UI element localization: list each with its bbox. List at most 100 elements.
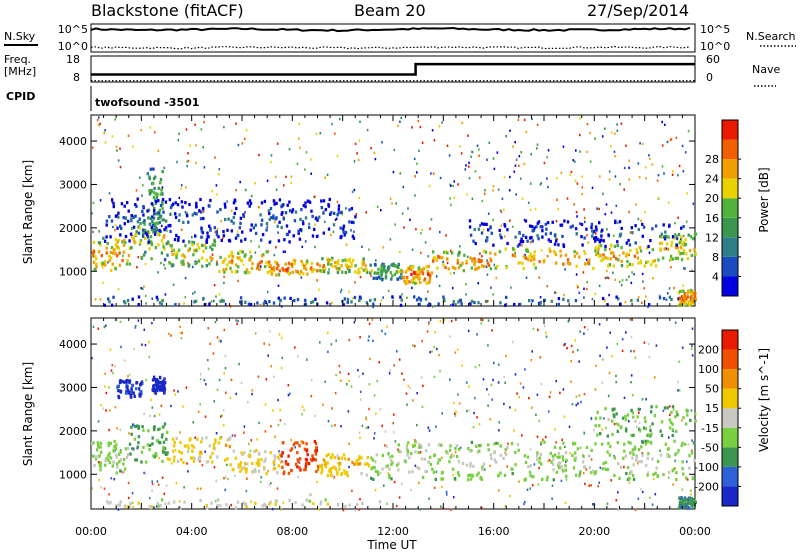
velocity-cell-6 [373, 465, 376, 470]
velocity-cell-1 [147, 429, 150, 433]
power-bar-seg-4 [722, 198, 738, 218]
velocity-cell-6 [416, 466, 419, 470]
velocity-speckle [476, 416, 478, 419]
velocity-cell-5 [342, 453, 346, 457]
power-bar-label-2: 12 [705, 231, 719, 244]
power-cell-12 [147, 208, 151, 212]
velocity-cell-6 [629, 451, 632, 455]
power-speckle [505, 135, 507, 138]
power-cell-14 [304, 216, 308, 220]
velocity-speckle [128, 432, 130, 435]
velocity-cell-5 [326, 461, 329, 465]
power-cell-9 [583, 251, 587, 255]
velocity-speckle [243, 425, 246, 428]
power-cell-10 [651, 248, 655, 252]
power-speckle [628, 253, 630, 257]
velocity-speckle [414, 464, 417, 467]
velocity-cell-6 [594, 470, 598, 474]
power-cell-14 [238, 226, 241, 230]
power-bar-seg-5 [722, 178, 738, 199]
velocity-cell-7 [163, 387, 167, 391]
velocity-speckle [280, 336, 283, 340]
velocity-speckle [677, 380, 679, 384]
power-cell-9 [512, 247, 515, 251]
velocity-cell-10 [630, 433, 633, 438]
velocity-cell-10 [653, 414, 657, 418]
velocity-speckle [373, 394, 376, 397]
velocity-cell-4 [315, 449, 318, 453]
velocity-speckle [260, 476, 263, 479]
power-cell-15 [500, 236, 503, 240]
velocity-cell-9 [183, 500, 186, 504]
power-cell-10 [625, 254, 628, 258]
velocity-bar-seg-3 [722, 427, 738, 448]
velocity-speckle [297, 355, 299, 358]
velocity-cell-9 [118, 503, 121, 507]
velocity-cell-10 [632, 415, 635, 419]
power-cell-16 [692, 290, 695, 294]
power-cell-13 [103, 303, 106, 307]
velocity-cell-1 [141, 425, 144, 429]
power-speckle [399, 172, 402, 175]
power-speckle [478, 148, 480, 151]
power-cell-13 [418, 302, 421, 306]
velocity-cell-6 [410, 452, 413, 456]
velocity-cell-6 [640, 445, 643, 449]
power-speckle [142, 184, 144, 187]
velocity-cell-6 [478, 449, 481, 453]
velocity-cell-6 [448, 448, 452, 452]
power-cell-14 [272, 199, 276, 203]
velocity-speckle [204, 415, 207, 418]
velocity-cell-6 [550, 460, 553, 464]
power-speckle [164, 293, 167, 296]
velocity-cell-6 [545, 478, 549, 482]
velocity-cell-5 [360, 456, 363, 460]
velocity-speckle [514, 373, 517, 376]
power-speckle [242, 263, 245, 266]
velocity-speckle [518, 480, 520, 483]
power-cell-14 [339, 226, 342, 230]
power-cell-1 [154, 246, 157, 250]
power-cell-14 [294, 210, 298, 214]
velocity-cell-0 [109, 456, 113, 460]
power-cell-10 [643, 264, 646, 268]
power-speckle [162, 242, 165, 245]
power-cell-14 [232, 201, 236, 205]
power-cell-5 [341, 270, 344, 274]
power-cell-15 [647, 244, 650, 249]
velocity-cell-9 [336, 503, 340, 507]
velocity-speckle [181, 331, 183, 335]
power-cell-10 [637, 261, 640, 265]
velocity-speckle [225, 391, 227, 394]
velocity-cell-4 [294, 462, 298, 466]
velocity-speckle [603, 417, 605, 420]
velocity-cell-3 [263, 459, 266, 464]
power-cell-11 [684, 243, 687, 247]
velocity-cell-6 [431, 467, 434, 471]
velocity-speckle [218, 338, 221, 342]
velocity-cell-6 [536, 458, 539, 462]
power-cell-3 [248, 257, 252, 261]
power-cell-14 [270, 216, 273, 220]
power-cell-8 [441, 256, 444, 260]
power-speckle [609, 248, 611, 251]
velocity-cell-5 [326, 474, 329, 478]
power-cell-0 [95, 265, 98, 269]
power-cell-2 [171, 252, 174, 256]
power-cell-2 [196, 243, 199, 247]
velocity-cell-1 [131, 423, 135, 427]
power-speckle [414, 175, 416, 178]
velocity-cell-2 [211, 451, 214, 455]
velocity-cell-6 [606, 468, 610, 472]
velocity-speckle [531, 350, 533, 353]
power-speckle [338, 117, 341, 121]
velocity-speckle [458, 402, 461, 405]
velocity-speckle [549, 391, 552, 394]
velocity-cell-6 [465, 463, 469, 467]
velocity-speckle [441, 412, 443, 415]
power-speckle [562, 145, 565, 148]
power-speckle [446, 261, 449, 265]
power-speckle [481, 255, 483, 258]
power-speckle [357, 158, 360, 162]
velocity-cell-2 [214, 440, 217, 444]
